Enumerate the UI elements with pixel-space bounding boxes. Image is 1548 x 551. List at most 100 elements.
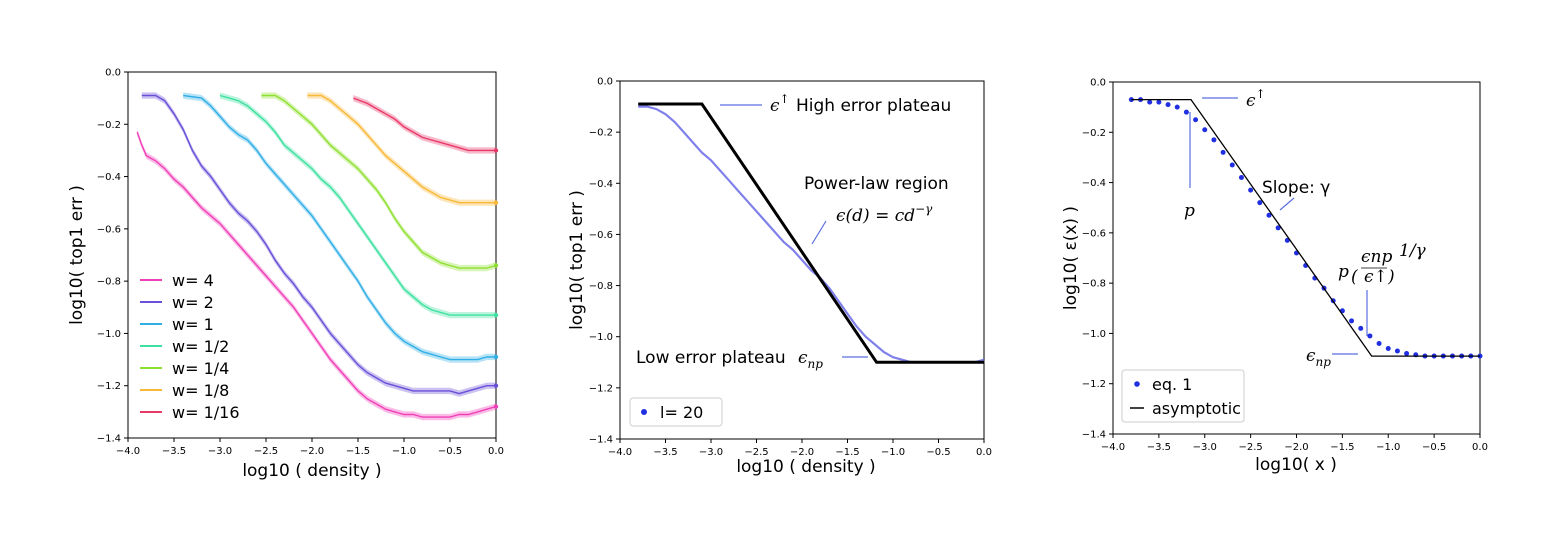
y-tick-label: −0.2 [97,120,121,131]
y-tick-label: −0.2 [1082,128,1106,139]
x-tick-label: −3.5 [162,446,186,457]
series-line-asymptotic [1131,98,1480,357]
x-tick-label: −4.0 [1101,442,1125,453]
x-tick-label: −1.0 [1376,442,1400,453]
x-tick-label: 0.0 [488,446,504,457]
series-point-eq1 [1174,104,1180,110]
y-tick-label: −0.6 [97,224,121,235]
x-tick-label: −3.5 [653,447,677,458]
series-point-eq1 [1165,102,1171,108]
series-endpoint-w-4 [493,404,499,409]
y-tick-label: 0.0 [597,77,613,88]
annotation-high-plateau: High error plateau [796,96,951,116]
legend-label: w= 1/16 [172,403,240,422]
series-point-eq1 [1404,351,1410,357]
annotation-p-formula: p ( ϵnp ϵ↑ ) 1/γ [1338,241,1427,287]
series-line-w-4 [136,131,497,418]
series-line-w-1 [183,94,496,361]
series-point-eq1 [1257,200,1263,206]
x-tick-label: −0.5 [926,447,950,458]
annotation-pointer [811,220,827,245]
series-point-eq1 [1183,109,1189,115]
y-tick-label: 0.0 [1090,78,1106,89]
series-point-eq1 [1349,318,1355,324]
x-tick-label: −2.0 [1284,442,1308,453]
series-endpoint-w-2 [493,383,499,388]
legend-label: w= 2 [172,293,214,312]
series-point-eq1 [1358,325,1364,331]
legend-label: l= 20 [660,403,703,422]
series-point-eq1 [1156,99,1162,105]
legend-label: eq. 1 [1152,375,1192,394]
series-line-w-1-8 [307,94,496,204]
y-tick-label: −1.4 [97,434,121,445]
legend: w= 4 w= 2 w= 1 w= 1/2 w= 1/4 w= 1/8 w= 1/16 [140,271,240,422]
series-line-w-1-2 [219,94,496,316]
series-endpoint-w-1-2 [493,312,499,318]
annotation-eps-up: ϵ↑ [770,92,790,116]
annotation-pointer [1279,197,1295,211]
x-tick-label: −3.0 [699,447,723,458]
legend: l= 20 [629,397,723,427]
series-band-w-1-4 [261,92,496,272]
x-tick-label: −2.5 [744,447,768,458]
x-tick-label: −0.5 [438,446,462,457]
svg-text:1/γ: 1/γ [1399,241,1427,261]
legend-box [1121,369,1245,423]
x-axis-label: log10 ( density ) [736,457,875,477]
svg-text:ϵ↑: ϵ↑ [1364,267,1388,287]
series-point-eq1 [1376,340,1382,346]
series-endpoint-w-1 [493,354,499,360]
x-tick-label: −1.5 [1330,442,1354,453]
legend: eq. 1 asymptotic [1121,369,1245,423]
series-point-eq1 [1238,175,1244,181]
series-endpoint-w-1-8 [493,200,499,205]
chart-panel-2: −4.0 −3.5 −3.0 −2.5 −2.0 −1.5 −1.0 −0.5 0.0 0.0 −… [567,77,992,478]
series-point-eq1 [1275,225,1281,231]
x-tick-label: −1.0 [881,447,905,458]
svg-text:ϵnp: ϵnp [1361,247,1392,267]
x-tick-label: −1.0 [392,446,416,457]
y-tick-label: −1.4 [589,435,613,446]
series-point-eq1 [1266,212,1272,218]
svg-text:(: ( [1351,267,1358,287]
legend-marker [1134,381,1140,387]
chart-panel-1: −4.0 −3.5 −3.0 −2.5 −2.0 −1.5 −1.0 −0.5 0.0 0.0 −… [67,68,504,482]
y-tick-label: −1.0 [589,332,613,343]
x-tick-label: −0.5 [1422,442,1446,453]
legend-label: w= 1/8 [172,381,229,400]
y-tick-label: −0.8 [1082,279,1106,290]
x-tick-label: −3.0 [1193,442,1217,453]
series-line-asymptotic [638,102,984,364]
annotation-eps-up: ϵ↑ [1246,87,1266,111]
y-tick-label: −0.4 [1082,178,1106,189]
series-endpoint-w-1-4 [493,263,499,268]
x-tick-label: −2.5 [1238,442,1262,453]
series-point-eq1 [1385,346,1391,352]
x-tick-label: −1.5 [346,446,370,457]
y-axis-label: log10( ε(x) ) [1061,206,1081,310]
annotation-slope: Slope: γ [1262,178,1330,198]
series-point-eq1 [1202,127,1208,133]
y-tick-label: −1.2 [589,383,613,394]
x-tick-label: −4.0 [608,447,632,458]
y-tick-label: −0.8 [589,281,613,292]
y-tick-label: −1.4 [1082,430,1106,441]
x-tick-label: 0.0 [976,447,992,458]
y-axis-label: log10( top1 err ) [567,190,587,330]
x-axis-label: log10 ( density ) [242,461,381,481]
legend-label: w= 1/4 [172,359,229,378]
y-tick-label: −1.0 [1082,329,1106,340]
x-tick-label: −1.5 [835,447,859,458]
y-axis-label: log10( top1 err ) [67,185,87,325]
legend-label: w= 1 [172,315,214,334]
series-point-eq1 [1394,348,1400,354]
series-endpoint-w-1-16 [493,148,499,153]
x-tick-label: −4.0 [116,446,140,457]
chart-panel-3: −4.0 −3.5 −3.0 −2.5 −2.0 −1.5 −1.0 −0.5 0.0 0.0 −… [1061,78,1488,476]
x-axis-label: log10( x ) [1255,455,1337,475]
y-tick-label: 0.0 [105,68,121,79]
legend-label: w= 1/2 [172,337,229,356]
series-point-eq1 [1193,117,1199,123]
